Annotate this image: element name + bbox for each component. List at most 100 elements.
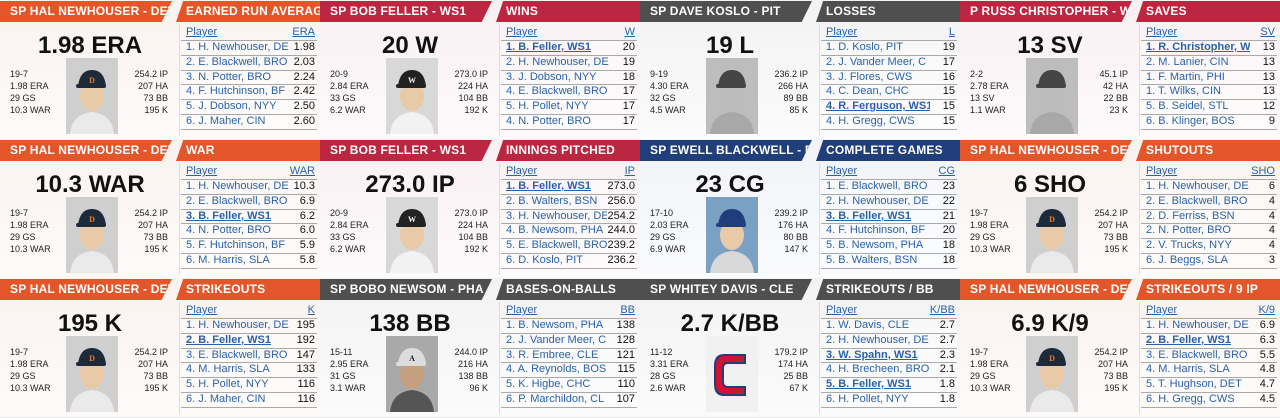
player-header[interactable]: SP EWELL BLACKWELL - BRO	[640, 140, 812, 161]
leader-name-link[interactable]: 3. B. Feller, WS1	[186, 209, 271, 222]
leader-name-link[interactable]: 3. W. Spahn, WS1	[826, 348, 918, 361]
leader-name-link[interactable]: 5. B. Feller, WS1	[826, 378, 911, 391]
leader-name-link[interactable]: 4. R. Ferguson, WS1	[826, 100, 930, 113]
leader-name-link[interactable]: 4. F. Hutchinson, BF	[826, 224, 926, 237]
leader-row[interactable]: 4. M. Harris, SLA 4.8	[1141, 363, 1277, 379]
leader-name-link[interactable]: 2. D. Ferriss, BSN	[1146, 209, 1235, 222]
leader-name-link[interactable]: 4. A. Reynolds, BOS	[506, 363, 607, 376]
leader-name-link[interactable]: 2. J. Vander Meer, C	[826, 55, 927, 68]
leader-name-link[interactable]: 6. J. Beggs, SLA	[1146, 253, 1228, 266]
leader-row[interactable]: 4. A. Reynolds, BOS 115	[501, 363, 637, 379]
leader-name-link[interactable]: 1. W. Davis, CLE	[826, 319, 910, 331]
tigers-player-photo[interactable]: D	[66, 336, 118, 412]
leader-name-link[interactable]: 2. B. Walters, BSN	[506, 194, 598, 207]
leader-name-link[interactable]: 6. P. Marchildon, CL	[506, 392, 605, 405]
list-header[interactable]: Player K/9	[1141, 303, 1277, 319]
leader-row[interactable]: 1. B. Feller, WS1 20	[501, 41, 637, 56]
leader-row[interactable]: 2. B. Walters, BSN 256.0	[501, 194, 637, 210]
leader-row[interactable]: 3. J. Flores, CWS 16	[821, 70, 957, 86]
leader-name-link[interactable]: 6. D. Koslo, PIT	[506, 253, 584, 266]
leader-row[interactable]: 6. P. Marchildon, CL 107	[501, 392, 637, 408]
leader-row[interactable]: 6. H. Gregg, CWS 4.5	[1141, 392, 1277, 408]
player-column-header[interactable]: Player	[506, 165, 538, 177]
dodgers-player-photo[interactable]	[706, 197, 758, 273]
player-column-header[interactable]: Player	[186, 26, 218, 38]
leader-name-link[interactable]: 4. M. Harris, SLA	[1146, 363, 1230, 376]
leader-row[interactable]: 2. E. Blackwell, BRO 6.9	[181, 194, 317, 210]
player-header[interactable]: SP HAL NEWHOUSER - DET	[0, 140, 172, 161]
leader-row[interactable]: 4. C. Dean, CHC 15	[821, 85, 957, 101]
leader-name-link[interactable]: 3. E. Blackwell, BRO	[186, 348, 288, 361]
list-header[interactable]: Player CG	[821, 164, 957, 180]
leader-row[interactable]: 5. F. Hutchinson, BF 5.9	[181, 239, 317, 254]
player-header[interactable]: SP BOB FELLER - WS1	[320, 140, 492, 161]
leader-row[interactable]: 4. H. Gregg, CWS 15	[821, 114, 957, 130]
leader-row[interactable]: 5. E. Blackwell, BRO 239.2	[501, 239, 637, 254]
leader-name-link[interactable]: 1. F. Martin, PHI	[1146, 70, 1225, 83]
leader-name-link[interactable]: 1. B. Newsom, PHA	[506, 319, 604, 331]
player-column-header[interactable]: Player	[1146, 304, 1178, 316]
leader-name-link[interactable]: 2. J. Vander Meer, C	[506, 333, 607, 346]
leader-row[interactable]: 4. E. Blackwell, BRO 17	[501, 85, 637, 101]
leader-row[interactable]: 5. H. Pollet, NYY 17	[501, 100, 637, 115]
leader-row[interactable]: 4. F. Hutchinson, BF 2.42	[181, 85, 317, 101]
leader-row[interactable]: 3. R. Embree, CLE 121	[501, 348, 637, 364]
leader-name-link[interactable]: 1. H. Newhouser, DE	[1146, 180, 1249, 192]
leader-row[interactable]: 3. N. Potter, BRO 2.24	[181, 70, 317, 86]
leader-row[interactable]: 6. D. Koslo, PIT 236.2	[501, 253, 637, 269]
stat-column-header[interactable]: BB	[620, 304, 635, 316]
leader-row[interactable]: 2. B. Feller, WS1 6.3	[1141, 333, 1277, 349]
leader-row[interactable]: 2. B. Feller, WS1 192	[181, 333, 317, 349]
stat-column-header[interactable]: IP	[624, 165, 635, 177]
leader-row[interactable]: 4. N. Potter, BRO 6.0	[181, 224, 317, 240]
leader-row[interactable]: 4. N. Potter, BRO 17	[501, 114, 637, 130]
leader-name-link[interactable]: 5. H. Pollet, NYY	[186, 378, 269, 391]
vintage-player-photo[interactable]	[706, 58, 758, 134]
leader-name-link[interactable]: 4. H. Brecheen, BRO	[826, 363, 930, 376]
leader-row[interactable]: 1. T. Wilks, CIN 13	[1141, 85, 1277, 101]
leader-row[interactable]: 6. B. Klinger, BOS 9	[1141, 114, 1277, 130]
stat-column-header[interactable]: W	[624, 26, 635, 38]
stat-column-header[interactable]: CG	[938, 165, 956, 177]
leader-name-link[interactable]: 2. H. Newhouser, DE	[826, 333, 929, 346]
player-header[interactable]: SP HAL NEWHOUSER - DET	[0, 279, 172, 300]
leader-name-link[interactable]: 1. H. Newhouser, DE	[186, 319, 289, 331]
leader-row[interactable]: 3. E. Blackwell, BRO 147	[181, 348, 317, 364]
cleveland-logo[interactable]	[706, 336, 758, 412]
leader-name-link[interactable]: 4. E. Blackwell, BRO	[506, 85, 608, 98]
stat-column-header[interactable]: K/9	[1258, 304, 1275, 316]
leader-row[interactable]: 5. B. Newsom, PHA 18	[821, 239, 957, 254]
leader-row[interactable]: 2. H. Newhouser, DE 2.7	[821, 333, 957, 349]
list-header[interactable]: Player SV	[1141, 25, 1277, 41]
player-column-header[interactable]: Player	[1146, 26, 1178, 38]
list-header[interactable]: Player K	[181, 303, 317, 319]
list-header[interactable]: Player WAR	[181, 164, 317, 180]
leader-name-link[interactable]: 2. N. Potter, BRO	[1146, 224, 1231, 237]
list-header[interactable]: Player BB	[501, 303, 637, 319]
leader-row[interactable]: 1. E. Blackwell, BRO 23	[821, 180, 957, 195]
leader-name-link[interactable]: 1. H. Newhouser, DE	[186, 41, 289, 53]
leader-row[interactable]: 4. F. Hutchinson, BF 20	[821, 224, 957, 240]
leader-name-link[interactable]: 2. H. Newhouser, DE	[826, 194, 929, 207]
leader-row[interactable]: 4. H. Brecheen, BRO 2.1	[821, 363, 957, 379]
leader-name-link[interactable]: 5. T. Hughson, DET	[1146, 378, 1242, 391]
tigers-player-photo[interactable]: D	[1026, 336, 1078, 412]
list-header[interactable]: Player K/BB	[821, 303, 957, 319]
leader-row[interactable]: 2. N. Potter, BRO 4	[1141, 224, 1277, 240]
leader-name-link[interactable]: 1. B. Feller, WS1	[506, 180, 591, 192]
leader-row[interactable]: 6. M. Harris, SLA 5.8	[181, 253, 317, 269]
leader-name-link[interactable]: 6. H. Pollet, NYY	[826, 392, 909, 405]
senators-player-photo[interactable]: W	[386, 58, 438, 134]
leader-name-link[interactable]: 1. H. Newhouser, DE	[186, 180, 289, 192]
leader-name-link[interactable]: 5. B. Newsom, PHA	[826, 239, 924, 252]
stat-column-header[interactable]: SV	[1260, 26, 1275, 38]
leader-name-link[interactable]: 3. J. Dobson, NYY	[506, 70, 597, 83]
leader-row[interactable]: 1. B. Newsom, PHA 138	[501, 319, 637, 334]
player-column-header[interactable]: Player	[506, 26, 538, 38]
leader-row[interactable]: 3. W. Spahn, WS1 2.3	[821, 348, 957, 364]
leader-name-link[interactable]: 2. B. Feller, WS1	[186, 333, 271, 346]
leader-name-link[interactable]: 2. E. Blackwell, BRO	[1146, 194, 1248, 207]
stat-column-header[interactable]: K	[307, 304, 315, 316]
leader-name-link[interactable]: 1. B. Feller, WS1	[506, 41, 591, 53]
leader-name-link[interactable]: 5. F. Hutchinson, BF	[186, 239, 286, 252]
